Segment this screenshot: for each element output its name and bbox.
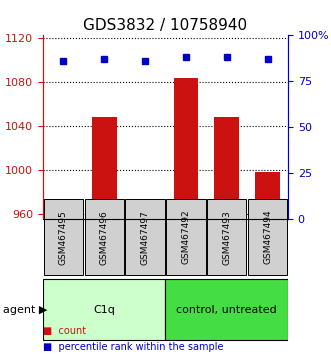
Text: ■  percentile rank within the sample: ■ percentile rank within the sample (43, 342, 223, 352)
FancyBboxPatch shape (166, 199, 206, 275)
Bar (255, 172, 280, 219)
FancyBboxPatch shape (166, 280, 288, 340)
Bar (92, 117, 117, 219)
Text: GSM467494: GSM467494 (263, 210, 272, 264)
Bar (214, 117, 239, 219)
Text: GSM467495: GSM467495 (59, 210, 68, 264)
Text: C1q: C1q (93, 305, 115, 315)
Text: GSM467496: GSM467496 (100, 210, 109, 264)
Text: agent ▶: agent ▶ (3, 305, 48, 315)
Text: GSM467493: GSM467493 (222, 210, 231, 264)
Text: GSM467492: GSM467492 (181, 210, 190, 264)
FancyBboxPatch shape (85, 199, 124, 275)
FancyBboxPatch shape (44, 199, 83, 275)
Title: GDS3832 / 10758940: GDS3832 / 10758940 (83, 18, 248, 33)
Bar (174, 78, 198, 219)
FancyBboxPatch shape (248, 199, 287, 275)
FancyBboxPatch shape (43, 280, 166, 340)
Bar (133, 212, 157, 219)
Bar (51, 201, 76, 219)
FancyBboxPatch shape (207, 199, 246, 275)
Text: ■  count: ■ count (43, 326, 86, 336)
Text: GSM467497: GSM467497 (141, 210, 150, 264)
Text: control, untreated: control, untreated (176, 305, 277, 315)
FancyBboxPatch shape (125, 199, 165, 275)
